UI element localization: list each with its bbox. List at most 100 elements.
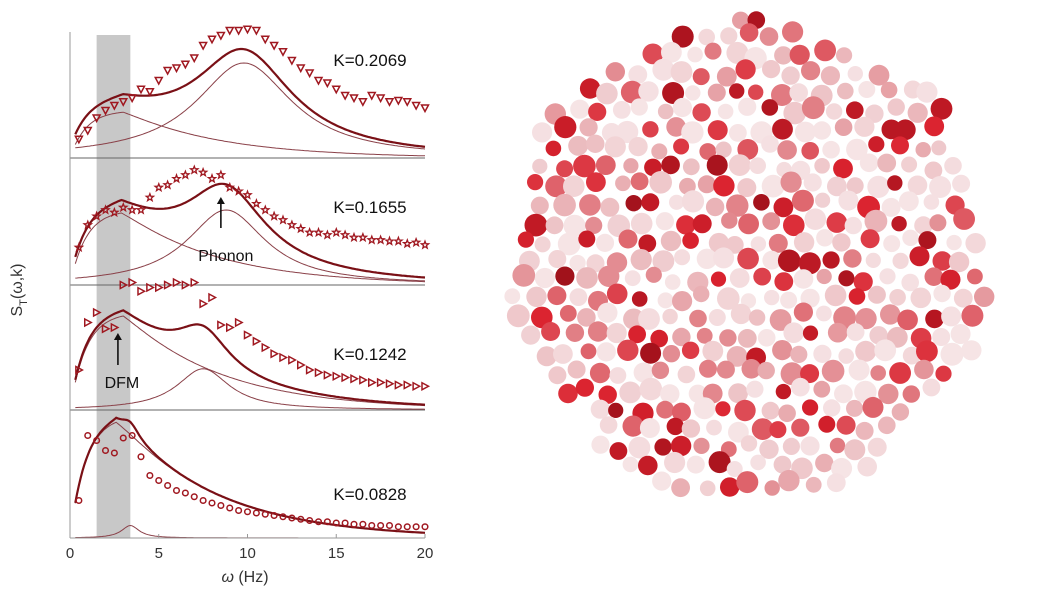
particle-disk <box>961 304 984 327</box>
particle-disk <box>791 418 810 437</box>
data-point <box>287 56 297 66</box>
data-point <box>412 381 422 392</box>
data-point <box>144 191 156 203</box>
annotation-label: Phonon <box>198 248 253 265</box>
particle-disk <box>867 437 887 457</box>
particle-disk <box>704 42 722 60</box>
particle-disk <box>599 416 618 434</box>
particle-disk <box>946 234 962 251</box>
data-point <box>135 204 147 215</box>
data-point <box>314 518 323 526</box>
particle-disk <box>965 233 986 254</box>
data-point <box>101 446 110 455</box>
data-point <box>339 229 351 240</box>
data-point <box>314 367 324 378</box>
particle-disk <box>682 158 700 176</box>
data-point <box>403 523 411 531</box>
particle-disk <box>579 194 601 216</box>
particle-disk <box>892 252 909 269</box>
particle-disk <box>622 415 644 437</box>
particle-disk <box>666 417 684 436</box>
particle-disk <box>660 230 682 252</box>
particle-disk <box>854 116 875 137</box>
particle-disk <box>586 254 605 273</box>
data-point <box>366 91 377 101</box>
particle-disk <box>826 212 848 233</box>
particle-disk <box>681 190 705 213</box>
particle-disk <box>859 153 879 173</box>
data-point <box>313 226 324 238</box>
data-point <box>401 238 413 249</box>
particle-disk <box>771 84 793 106</box>
data-point <box>233 26 244 36</box>
particle-disk <box>737 178 757 198</box>
particle-disk <box>595 155 616 176</box>
particle-disk <box>517 231 535 248</box>
particle-disk <box>916 81 938 103</box>
data-point <box>208 499 216 507</box>
particle-disk <box>532 122 553 143</box>
data-point <box>402 98 413 107</box>
particle-disk <box>578 230 596 248</box>
data-point <box>92 307 102 318</box>
particle-disk <box>748 309 766 326</box>
particle-disk <box>569 288 588 306</box>
particle-disk <box>669 194 685 210</box>
particle-disk <box>615 175 631 192</box>
spectrum-panel: K=0.1242 <box>70 277 431 411</box>
data-point <box>250 198 262 209</box>
particle-disk <box>726 346 748 367</box>
data-point <box>421 523 429 531</box>
particle-disk <box>534 236 551 253</box>
panel-k-label: K=0.0828 <box>333 485 406 504</box>
data-point <box>421 381 431 392</box>
data-point <box>82 126 93 136</box>
data-point <box>420 104 430 114</box>
particle-disk <box>689 309 707 328</box>
particle-disk <box>922 378 941 397</box>
particle-disk <box>816 229 834 247</box>
data-point <box>340 91 350 101</box>
particle-disk <box>559 305 577 322</box>
data-point <box>279 513 287 521</box>
particle-disk <box>762 212 781 231</box>
particle-disk <box>777 140 797 160</box>
particle-disk <box>612 101 631 119</box>
data-point <box>341 372 351 383</box>
particle-disk <box>708 451 731 474</box>
particle-disk <box>545 140 562 157</box>
particle-disk <box>824 284 847 307</box>
particle-disk <box>650 329 668 348</box>
particle-disk <box>826 473 846 493</box>
particle-disk <box>736 471 759 494</box>
particle-disk <box>652 250 675 272</box>
particle-disk <box>918 231 937 250</box>
data-point <box>199 298 209 309</box>
particle-disk <box>598 265 620 287</box>
data-point <box>268 210 280 221</box>
data-point <box>117 201 129 213</box>
particle-disk <box>940 342 964 366</box>
particle-disk <box>860 229 880 249</box>
particle-disk <box>761 135 779 153</box>
particle-disk <box>720 477 740 497</box>
particle-disk <box>798 252 821 275</box>
particle-disk <box>726 461 743 477</box>
particle-disk <box>670 61 693 83</box>
particle-disk <box>739 23 759 42</box>
particle-disk <box>620 80 644 104</box>
particle-disk <box>623 308 645 330</box>
particle-disk <box>652 471 672 491</box>
data-point <box>357 231 369 243</box>
particle-disk <box>717 287 740 310</box>
particle-disk <box>548 250 567 268</box>
particle-disk <box>541 322 561 341</box>
particle-disk <box>713 175 735 197</box>
particle-disk <box>661 155 680 175</box>
particle-disk <box>557 232 581 256</box>
particle-disk <box>664 451 686 474</box>
particle-disk <box>887 175 903 191</box>
data-point <box>109 206 120 218</box>
particle-disk <box>774 46 793 65</box>
particle-disk <box>772 118 793 140</box>
